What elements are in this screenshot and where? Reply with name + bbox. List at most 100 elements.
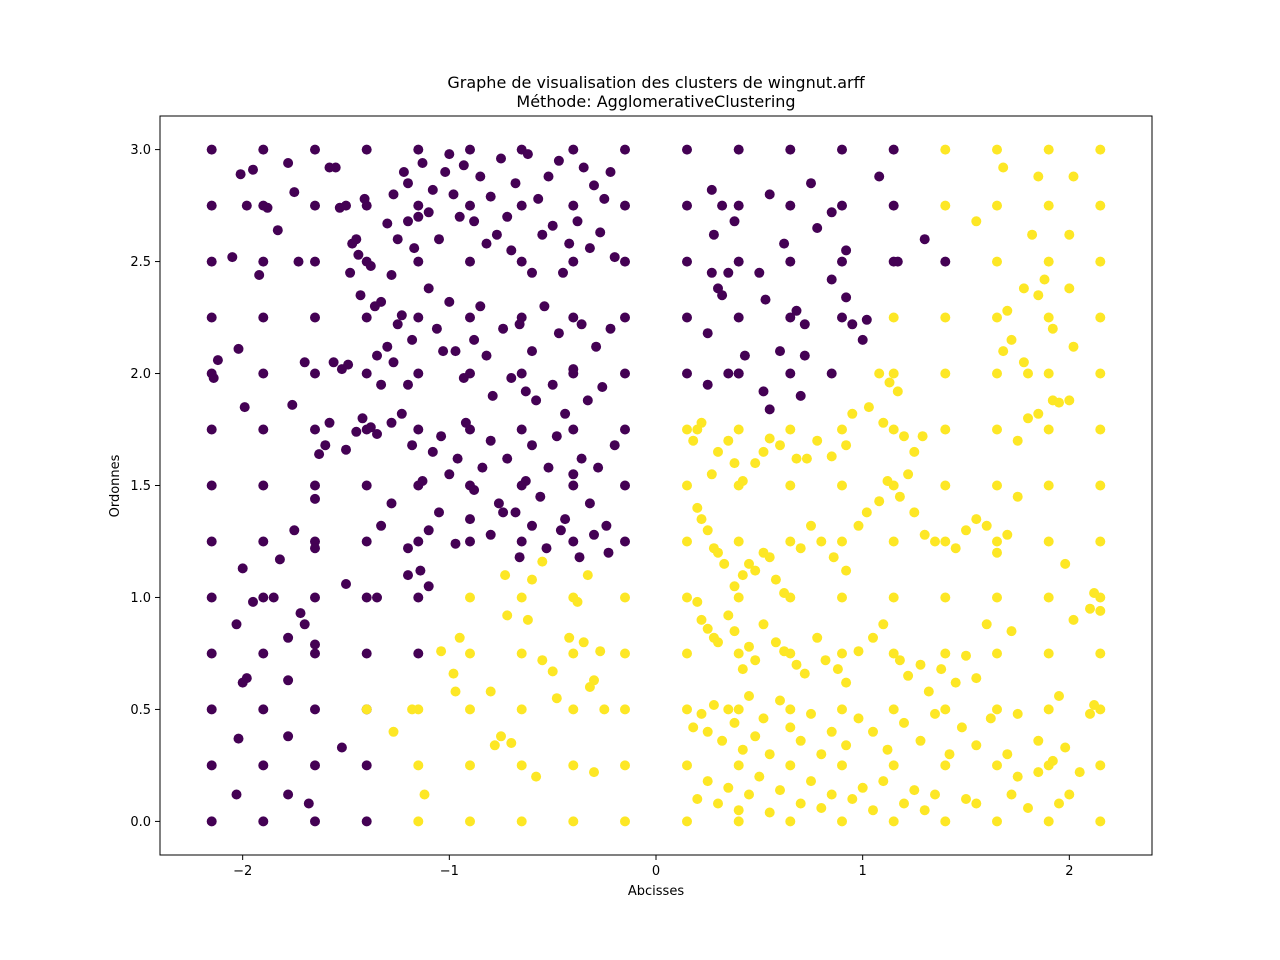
data-point-cluster-0 bbox=[436, 431, 447, 442]
data-point-cluster-0 bbox=[206, 200, 217, 211]
data-point-cluster-1 bbox=[531, 771, 542, 782]
data-point-cluster-0 bbox=[303, 798, 314, 809]
data-point-cluster-0 bbox=[533, 193, 544, 204]
data-point-cluster-0 bbox=[351, 234, 362, 245]
data-point-cluster-1 bbox=[1064, 789, 1075, 800]
data-point-cluster-1 bbox=[754, 771, 765, 782]
data-point-cluster-0 bbox=[609, 440, 620, 451]
data-point-cluster-0 bbox=[469, 216, 480, 227]
data-point-cluster-1 bbox=[361, 704, 372, 715]
data-point-cluster-1 bbox=[527, 574, 537, 585]
data-point-cluster-0 bbox=[522, 149, 533, 160]
data-point-cluster-0 bbox=[547, 379, 558, 390]
data-point-cluster-1 bbox=[1095, 312, 1106, 323]
data-point-cluster-1 bbox=[1095, 144, 1106, 155]
data-point-cluster-1 bbox=[723, 782, 734, 793]
data-point-cluster-1 bbox=[894, 655, 905, 666]
data-point-cluster-0 bbox=[450, 346, 461, 357]
data-point-cluster-1 bbox=[930, 708, 940, 719]
data-point-cluster-1 bbox=[857, 782, 868, 793]
data-point-cluster-0 bbox=[465, 200, 475, 211]
data-point-cluster-0 bbox=[237, 677, 248, 688]
data-point-cluster-1 bbox=[764, 552, 775, 563]
data-point-cluster-1 bbox=[779, 646, 790, 657]
data-point-cluster-0 bbox=[376, 296, 387, 307]
data-point-cluster-1 bbox=[816, 803, 827, 813]
data-point-cluster-1 bbox=[502, 610, 513, 621]
data-point-cluster-0 bbox=[498, 507, 509, 518]
data-point-cluster-0 bbox=[465, 312, 475, 323]
data-point-cluster-0 bbox=[553, 155, 564, 166]
data-point-cluster-1 bbox=[1068, 614, 1079, 625]
data-point-cluster-0 bbox=[403, 570, 413, 581]
data-point-cluster-1 bbox=[1064, 283, 1075, 294]
data-point-cluster-0 bbox=[568, 424, 579, 435]
data-point-cluster-0 bbox=[799, 350, 810, 361]
data-point-cluster-0 bbox=[382, 341, 393, 352]
data-point-cluster-0 bbox=[310, 704, 320, 715]
data-point-cluster-0 bbox=[620, 536, 630, 547]
data-point-cluster-1 bbox=[1095, 480, 1106, 491]
data-point-cluster-0 bbox=[403, 379, 413, 390]
data-point-cluster-0 bbox=[450, 538, 461, 549]
data-point-cluster-0 bbox=[733, 200, 744, 211]
data-point-cluster-1 bbox=[837, 424, 847, 435]
data-point-cluster-1 bbox=[775, 440, 785, 451]
data-point-cluster-1 bbox=[485, 686, 496, 697]
data-point-cluster-0 bbox=[295, 608, 306, 619]
data-point-cluster-0 bbox=[248, 164, 258, 175]
data-point-cluster-1 bbox=[413, 816, 424, 827]
data-point-cluster-0 bbox=[516, 536, 527, 547]
data-point-cluster-0 bbox=[336, 742, 347, 753]
data-point-cluster-1 bbox=[568, 816, 579, 827]
data-point-cluster-1 bbox=[1085, 708, 1095, 719]
data-point-cluster-0 bbox=[310, 200, 320, 211]
data-point-cluster-1 bbox=[465, 648, 475, 659]
data-point-cluster-0 bbox=[361, 816, 372, 827]
data-point-cluster-0 bbox=[310, 144, 320, 155]
data-point-cluster-1 bbox=[1012, 708, 1023, 719]
data-point-cluster-1 bbox=[500, 570, 511, 581]
data-point-cluster-0 bbox=[469, 334, 480, 345]
data-point-cluster-1 bbox=[702, 726, 713, 737]
data-point-cluster-1 bbox=[785, 704, 796, 715]
data-point-cluster-1 bbox=[812, 632, 823, 643]
data-point-cluster-1 bbox=[1043, 648, 1054, 659]
data-point-cluster-1 bbox=[465, 704, 475, 715]
data-point-cluster-1 bbox=[692, 502, 703, 513]
data-point-cluster-0 bbox=[589, 180, 599, 191]
data-point-cluster-0 bbox=[345, 267, 356, 278]
data-point-cluster-1 bbox=[992, 368, 1002, 379]
data-point-cluster-0 bbox=[448, 189, 459, 200]
data-point-cluster-1 bbox=[682, 592, 692, 603]
data-point-cluster-1 bbox=[919, 529, 930, 540]
data-point-cluster-1 bbox=[919, 805, 930, 816]
y-tick-label: 0.0 bbox=[130, 815, 151, 830]
x-axis-label: Abcisses bbox=[628, 884, 684, 899]
data-point-cluster-1 bbox=[696, 614, 707, 625]
data-point-cluster-1 bbox=[971, 514, 982, 525]
data-point-cluster-0 bbox=[239, 402, 250, 413]
data-point-cluster-1 bbox=[465, 592, 475, 603]
data-point-cluster-1 bbox=[436, 646, 447, 657]
data-point-cluster-1 bbox=[551, 693, 562, 704]
data-point-cluster-1 bbox=[454, 632, 465, 643]
data-point-cluster-0 bbox=[258, 592, 269, 603]
data-point-cluster-0 bbox=[558, 267, 568, 278]
data-point-cluster-0 bbox=[283, 158, 294, 168]
data-point-cluster-1 bbox=[465, 816, 475, 827]
data-point-cluster-1 bbox=[708, 700, 719, 710]
data-point-cluster-0 bbox=[268, 592, 279, 603]
data-point-cluster-1 bbox=[599, 704, 610, 715]
data-point-cluster-1 bbox=[584, 682, 595, 692]
data-point-cluster-1 bbox=[915, 659, 926, 670]
data-point-cluster-0 bbox=[386, 270, 397, 280]
data-point-cluster-0 bbox=[620, 312, 630, 323]
data-point-cluster-0 bbox=[682, 368, 692, 379]
data-point-cluster-0 bbox=[841, 292, 852, 303]
data-point-cluster-0 bbox=[415, 565, 426, 576]
data-point-cluster-1 bbox=[407, 704, 418, 715]
data-point-cluster-0 bbox=[874, 171, 885, 182]
data-point-cluster-1 bbox=[903, 670, 914, 681]
data-point-cluster-0 bbox=[361, 312, 372, 323]
